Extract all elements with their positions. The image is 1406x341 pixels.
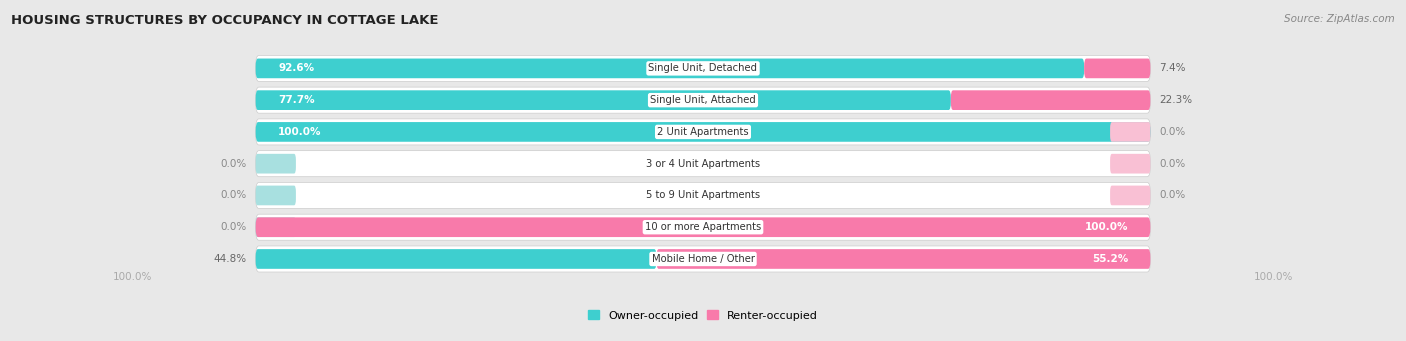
FancyBboxPatch shape [256,246,1150,272]
Text: 3 or 4 Unit Apartments: 3 or 4 Unit Apartments [645,159,761,169]
Text: 77.7%: 77.7% [278,95,315,105]
FancyBboxPatch shape [256,59,1084,78]
FancyBboxPatch shape [256,214,1150,240]
Text: Mobile Home / Other: Mobile Home / Other [651,254,755,264]
FancyBboxPatch shape [256,182,1150,208]
Text: 22.3%: 22.3% [1160,95,1192,105]
Text: 100.0%: 100.0% [278,127,322,137]
FancyBboxPatch shape [1084,59,1150,78]
FancyBboxPatch shape [256,217,1150,237]
Text: 100.0%: 100.0% [1084,222,1128,232]
FancyBboxPatch shape [1111,122,1150,142]
FancyBboxPatch shape [256,186,295,205]
FancyBboxPatch shape [256,151,1150,177]
Text: 92.6%: 92.6% [278,63,314,73]
Text: 0.0%: 0.0% [1160,190,1185,201]
Legend: Owner-occupied, Renter-occupied: Owner-occupied, Renter-occupied [583,306,823,325]
FancyBboxPatch shape [256,90,950,110]
FancyBboxPatch shape [657,249,1150,269]
FancyBboxPatch shape [256,122,1150,142]
FancyBboxPatch shape [256,55,1150,81]
Text: 100.0%: 100.0% [112,272,152,282]
FancyBboxPatch shape [256,119,1150,145]
Text: 5 to 9 Unit Apartments: 5 to 9 Unit Apartments [645,190,761,201]
FancyBboxPatch shape [256,217,295,237]
FancyBboxPatch shape [256,249,657,269]
Text: 0.0%: 0.0% [1160,159,1185,169]
Text: 44.8%: 44.8% [214,254,246,264]
Text: Single Unit, Detached: Single Unit, Detached [648,63,758,73]
Text: 0.0%: 0.0% [221,190,246,201]
Text: 100.0%: 100.0% [1254,272,1294,282]
FancyBboxPatch shape [1111,186,1150,205]
FancyBboxPatch shape [950,90,1150,110]
Text: 0.0%: 0.0% [221,222,246,232]
Text: 0.0%: 0.0% [1160,127,1185,137]
Text: 55.2%: 55.2% [1091,254,1128,264]
Text: HOUSING STRUCTURES BY OCCUPANCY IN COTTAGE LAKE: HOUSING STRUCTURES BY OCCUPANCY IN COTTA… [11,14,439,27]
Text: 0.0%: 0.0% [221,159,246,169]
Text: 7.4%: 7.4% [1160,63,1185,73]
FancyBboxPatch shape [1111,154,1150,174]
Text: Single Unit, Attached: Single Unit, Attached [650,95,756,105]
Text: 10 or more Apartments: 10 or more Apartments [645,222,761,232]
FancyBboxPatch shape [256,87,1150,113]
Text: Source: ZipAtlas.com: Source: ZipAtlas.com [1284,14,1395,24]
FancyBboxPatch shape [256,154,295,174]
Text: 2 Unit Apartments: 2 Unit Apartments [657,127,749,137]
